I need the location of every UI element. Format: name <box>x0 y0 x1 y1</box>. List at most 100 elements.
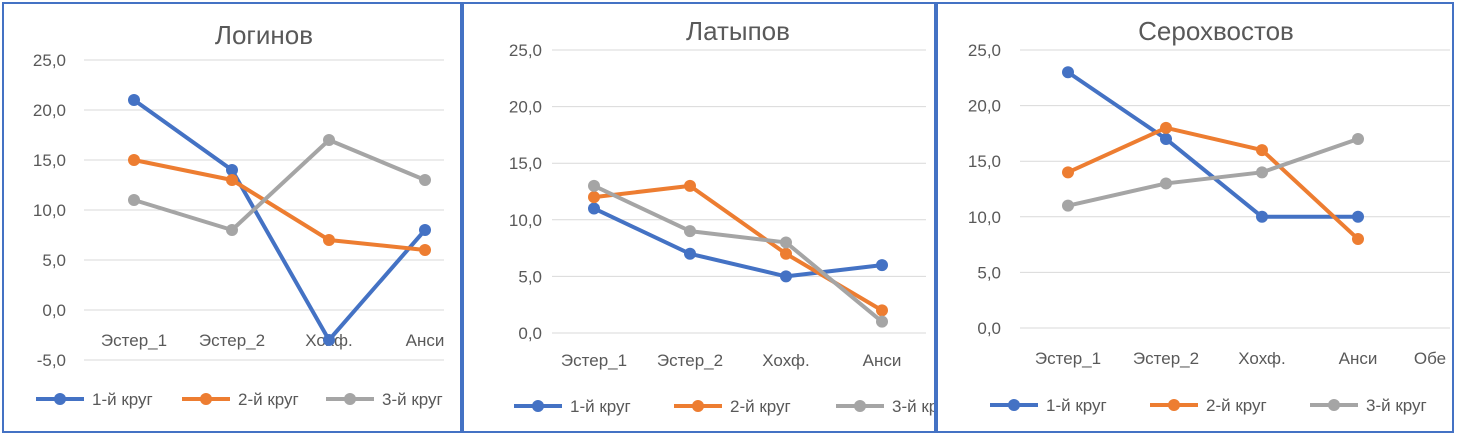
data-point <box>1062 66 1074 79</box>
data-point <box>1352 132 1364 145</box>
data-point <box>1352 233 1364 246</box>
chart-panel-latypov: Латыпов 0,0 5,0 10,0 15,0 20,0 25,0 Эстер_1 Эсте… <box>462 2 936 433</box>
y-tick-label: 20,0 <box>33 101 66 120</box>
data-point <box>1256 166 1268 179</box>
y-tick-label: 15,0 <box>509 154 542 173</box>
legend-label: 2-й круг <box>1206 396 1267 415</box>
data-point <box>128 194 140 206</box>
data-point <box>1256 210 1268 223</box>
y-tick-label: 0,0 <box>977 319 1001 338</box>
chart-svg-serokhvostov: Серохвостов 0,0 5,0 10,0 15,0 20,0 25,0 Эстер_1… <box>968 16 1450 415</box>
data-point <box>684 179 696 192</box>
legend-label: 2-й круг <box>238 390 299 409</box>
chart-title: Логинов <box>215 20 313 50</box>
data-point <box>588 191 600 204</box>
x-tick-label: Эстер_2 <box>199 331 265 350</box>
legend-swatch-marker <box>54 393 66 405</box>
data-point <box>780 247 792 260</box>
x-tick-label: Эстер_1 <box>101 331 167 350</box>
chart-svg-loginov: Логинов -5,0 0,0 5,0 10,0 15,0 20,0 25,0 Эстер_1… <box>33 20 445 409</box>
legend-label: 1-й круг <box>570 397 631 416</box>
data-point <box>876 304 888 317</box>
y-tick-label: 25,0 <box>968 41 1001 60</box>
x-tick-label: Анси <box>406 331 445 350</box>
y-tick-label: 10,0 <box>968 208 1001 227</box>
data-point <box>226 224 238 236</box>
legend-swatch-marker <box>854 400 866 412</box>
data-point <box>226 164 238 176</box>
legend-label: 1-й круг <box>1046 396 1107 415</box>
y-tick-label: 5,0 <box>518 267 542 286</box>
legend-label: 3-й круг <box>1366 396 1427 415</box>
x-tick-label: Обе <box>1414 349 1446 368</box>
legend-label: 3-й круг <box>382 390 443 409</box>
y-tick-label: 25,0 <box>509 41 542 60</box>
legend-label: 2-й круг <box>730 397 791 416</box>
chart-panel-loginov: Логинов -5,0 0,0 5,0 10,0 15,0 20,0 25,0 Эстер_1… <box>2 2 462 433</box>
y-tick-label: 15,0 <box>33 151 66 170</box>
y-tick-label: 5,0 <box>977 263 1001 282</box>
data-point <box>419 224 431 236</box>
series-line <box>132 98 427 342</box>
legend-swatch-marker <box>532 400 544 412</box>
legend-swatch-marker <box>1008 399 1020 411</box>
data-point <box>1352 210 1364 223</box>
data-point <box>128 154 140 166</box>
x-tick-label: Эстер_2 <box>1133 349 1199 368</box>
data-point <box>1062 166 1074 179</box>
x-tick-label: Анси <box>863 351 902 370</box>
data-point <box>128 94 140 106</box>
data-point <box>876 259 888 272</box>
y-tick-label: 25,0 <box>33 51 66 70</box>
series-line <box>592 183 884 324</box>
x-tick-label: Хохф. <box>762 351 809 370</box>
y-tick-label: 15,0 <box>968 152 1001 171</box>
data-point <box>1160 132 1172 145</box>
data-point <box>419 174 431 186</box>
legend-swatch-marker <box>200 393 212 405</box>
x-tick-label: Эстер_1 <box>1035 349 1101 368</box>
x-tick-label: Хохф. <box>1238 349 1285 368</box>
chart-title: Серохвостов <box>1138 16 1294 46</box>
legend-swatch-marker <box>344 393 356 405</box>
data-point <box>323 334 335 346</box>
series-line <box>132 138 427 232</box>
data-point <box>323 234 335 246</box>
data-point <box>1160 121 1172 134</box>
data-point <box>780 270 792 283</box>
y-tick-label: 10,0 <box>33 201 66 220</box>
series-line <box>132 158 427 252</box>
legend-label: 1-й круг <box>92 390 153 409</box>
legend-label: 3-й круг <box>892 397 934 416</box>
x-tick-label: Анси <box>1339 349 1378 368</box>
y-tick-label: 10,0 <box>509 211 542 230</box>
data-point <box>876 315 888 328</box>
x-tick-label: Эстер_2 <box>657 351 723 370</box>
y-tick-label: 5,0 <box>42 251 66 270</box>
data-point <box>588 202 600 215</box>
series-line <box>1066 125 1360 242</box>
data-point <box>1256 144 1268 157</box>
chart-panel-serokhvostov: Серохвостов 0,0 5,0 10,0 15,0 20,0 25,0 Эстер_1… <box>936 2 1454 433</box>
data-point <box>588 179 600 192</box>
y-tick-label: 0,0 <box>42 301 66 320</box>
y-tick-label: 20,0 <box>968 97 1001 116</box>
data-point <box>1160 177 1172 190</box>
data-point <box>684 247 696 260</box>
series-line <box>1066 136 1360 208</box>
y-tick-label: 0,0 <box>518 324 542 343</box>
series-line <box>592 206 884 279</box>
data-point <box>226 174 238 186</box>
legend-swatch-marker <box>692 400 704 412</box>
data-point <box>780 236 792 249</box>
y-tick-label: 20,0 <box>509 98 542 117</box>
chart-title: Латыпов <box>686 16 790 46</box>
data-point <box>684 225 696 238</box>
x-tick-label: Эстер_1 <box>561 351 627 370</box>
chart-svg-latypov: Латыпов 0,0 5,0 10,0 15,0 20,0 25,0 Эстер_1 Эсте… <box>509 16 934 416</box>
data-point <box>323 134 335 146</box>
data-point <box>419 244 431 256</box>
legend-swatch-marker <box>1168 399 1180 411</box>
data-point <box>1062 199 1074 212</box>
legend-swatch-marker <box>1328 399 1340 411</box>
